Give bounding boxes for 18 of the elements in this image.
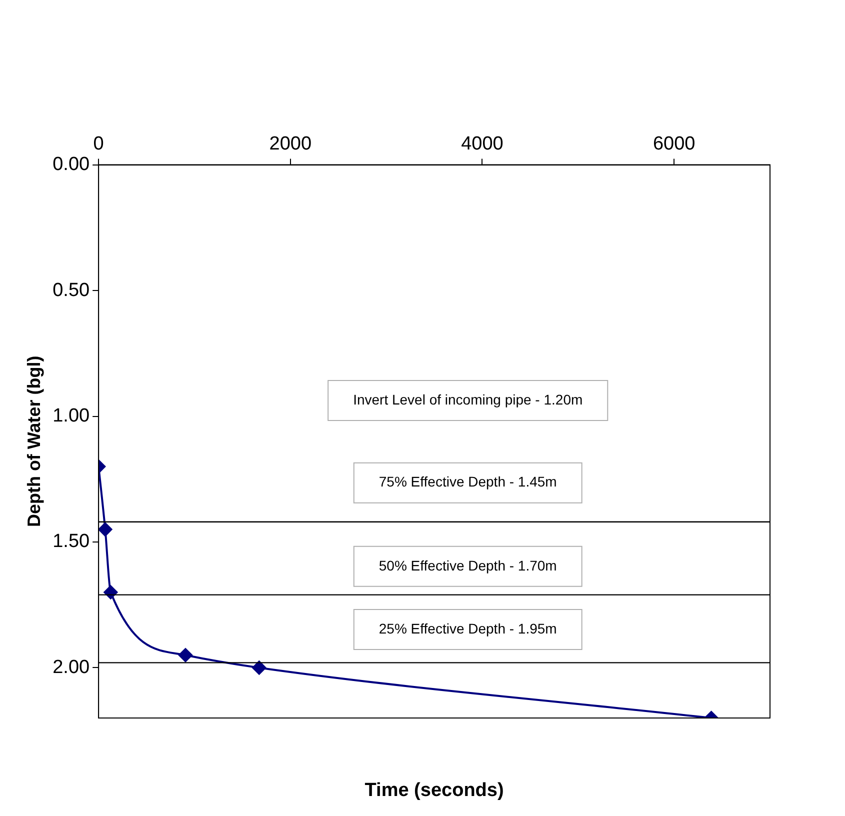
y-tick-label: 1.00	[52, 405, 90, 426]
point	[178, 648, 192, 662]
annotation: Invert Level of incoming pipe - 1.20m	[353, 391, 583, 408]
x-tick-label: 2000	[269, 134, 312, 155]
point	[252, 660, 266, 675]
y-tick-label: 2.00	[52, 656, 90, 678]
annotation: 75% Effective Depth - 1.45m	[378, 474, 557, 490]
point	[98, 522, 112, 536]
y-tick-label: 0.50	[52, 280, 90, 301]
y-axis-title: Depth of Water (bgl)	[24, 356, 44, 528]
x-tick-label: 4000	[461, 134, 504, 155]
y-tick-label: 1.50	[52, 531, 90, 552]
x-tick-label: 0	[93, 134, 104, 155]
y-tick-label: 0.00	[52, 154, 90, 176]
x-axis-title: Time (seconds)	[364, 780, 504, 801]
annotation: 25% Effective Depth - 1.95m	[378, 620, 557, 636]
annotation: 50% Effective Depth - 1.70m	[378, 557, 557, 574]
x-tick-label: 6000	[652, 134, 696, 155]
